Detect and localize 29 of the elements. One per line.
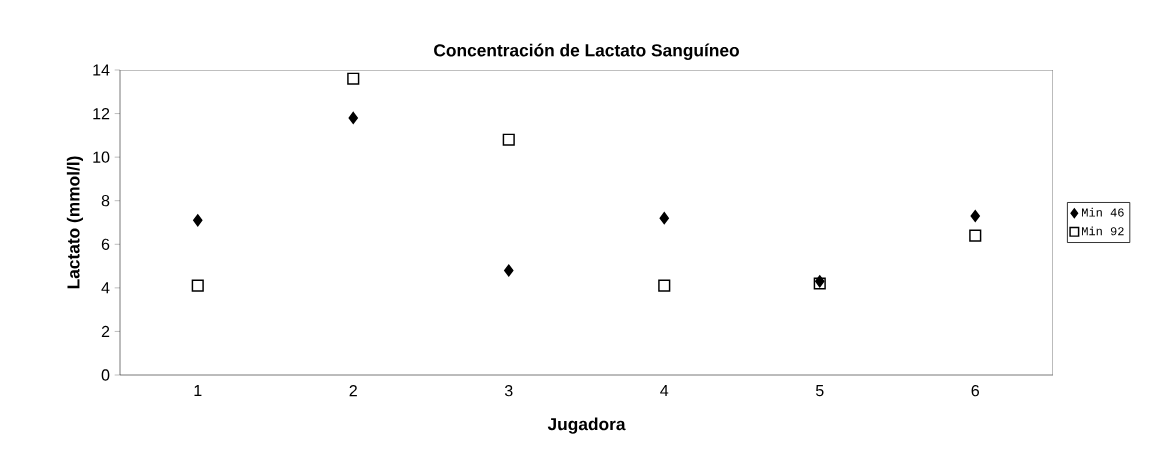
point [193,214,203,227]
x-tick-label: 1 [194,385,202,397]
point [347,72,360,85]
point [970,209,980,223]
y-tick-label: 12 [93,107,110,120]
legend-label: Min 46 [1082,207,1124,217]
legend-label: Min 92 [1082,226,1124,236]
y-tick-label: 2 [101,325,110,338]
x-tick-label: 2 [349,385,357,397]
point [969,229,982,242]
y-tick-label: 0 [101,369,110,381]
y-tick-label: 8 [101,195,110,207]
point [659,212,669,225]
y-tick-label: 4 [101,282,110,294]
x-tick-label: 3 [504,385,513,397]
point [191,279,204,292]
x-axis-title: Jugadora [547,417,626,434]
point [504,264,514,277]
point [348,111,358,124]
point [658,279,671,292]
point [502,133,515,146]
chart-title: Concentración de Lactato Sanguíneo [434,43,739,60]
x-tick-label: 6 [971,385,979,397]
y-tick-label: 14 [93,64,110,76]
y-tick-label: 6 [101,238,110,250]
x-tick-label: 4 [660,385,669,397]
x-tick-label: 5 [815,385,824,397]
y-axis-title: Lactato (mmol/l) [66,156,84,289]
y-tick-label: 10 [93,151,110,163]
